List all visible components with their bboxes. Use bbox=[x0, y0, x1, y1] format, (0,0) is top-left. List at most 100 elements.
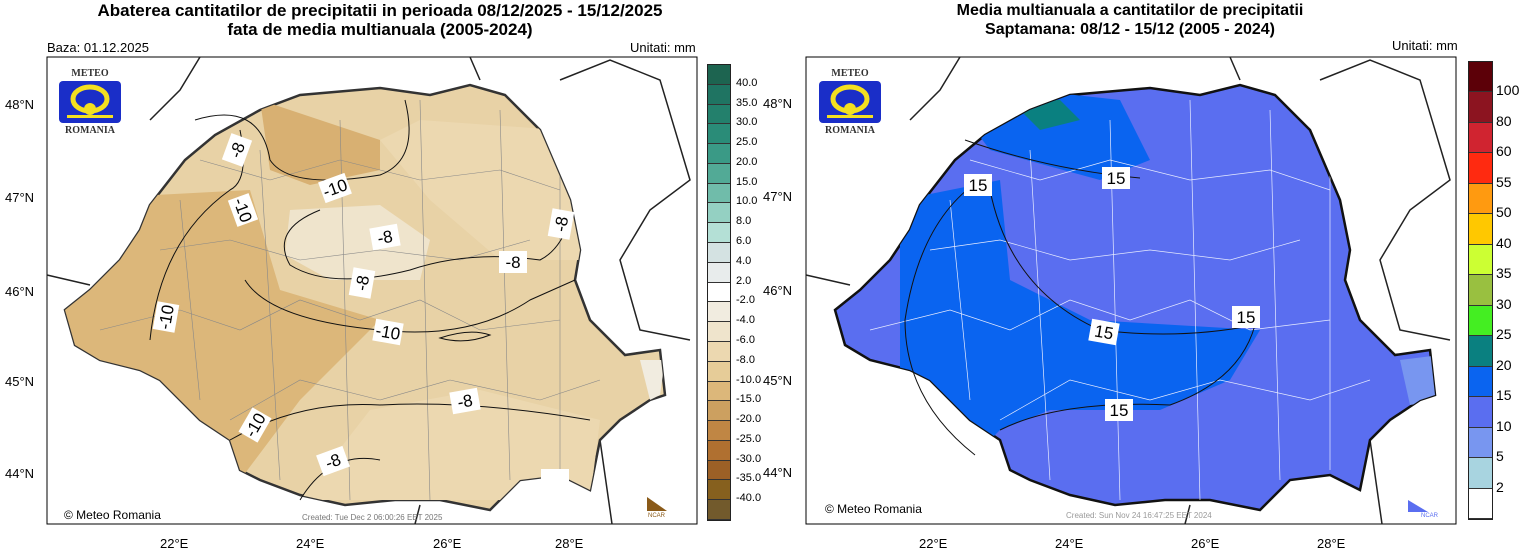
colorbar-tick-label: 35.0 bbox=[736, 96, 758, 109]
colorbar-tick-label: -2.0 bbox=[736, 294, 755, 307]
contour-label: -8 bbox=[499, 251, 527, 273]
colorbar-swatch bbox=[1469, 336, 1492, 367]
colorbar-swatch bbox=[708, 282, 730, 303]
colorbar-tick-label: 100 bbox=[1496, 82, 1520, 99]
contour-label: -8 bbox=[316, 445, 350, 477]
colorbar-tick-label: 30 bbox=[1496, 295, 1512, 312]
contour-label: 15 bbox=[1232, 306, 1260, 328]
left-country-borders bbox=[46, 56, 691, 525]
logo-emblem-icon bbox=[59, 81, 121, 123]
colorbar-swatch bbox=[708, 203, 730, 224]
colorbar-swatch bbox=[708, 243, 730, 263]
colorbar-tick-label: 15 bbox=[1496, 387, 1512, 404]
right-title-line1: Media multianuala a cantitatilor de prec… bbox=[956, 2, 1304, 19]
logo-text-top: METEO bbox=[831, 68, 869, 79]
logo-emblem-icon bbox=[819, 81, 881, 123]
contour-label: 15 bbox=[0, 0, 14, 11]
colorbar-swatch bbox=[1469, 244, 1492, 276]
left-title-line1: Abaterea cantitatilor de precipitatii in… bbox=[97, 1, 663, 20]
colorbar-tick-label: -4.0 bbox=[736, 314, 755, 327]
colorbar-swatch bbox=[708, 124, 730, 145]
colorbar-swatch bbox=[1469, 183, 1492, 215]
colorbar-swatch bbox=[708, 84, 730, 105]
colorbar-swatch bbox=[708, 144, 730, 164]
axis-label: 48°N bbox=[5, 97, 35, 112]
axis-label: 26°E bbox=[433, 536, 462, 551]
colorbar-tick-label: -6.0 bbox=[736, 333, 755, 346]
right-copyright: © Meteo Romania bbox=[825, 502, 922, 516]
colorbar-tick-label: 5 bbox=[1496, 448, 1504, 465]
colorbar-swatch bbox=[708, 361, 730, 382]
colorbar-tick-label: 2 bbox=[1496, 478, 1504, 495]
right-title-line2: Saptamana: 08/12 - 15/12 (2005 - 2024) bbox=[985, 21, 1275, 38]
contour-label: -8 bbox=[348, 267, 376, 299]
right-title: Media multianuala a cantitatilor de prec… bbox=[800, 1, 1460, 39]
left-copyright: © Meteo Romania bbox=[64, 508, 161, 522]
colorbar-swatch bbox=[1469, 62, 1492, 93]
colorbar-swatch bbox=[1469, 397, 1492, 428]
axis-label: 45°N bbox=[763, 373, 793, 388]
contour-label-text: -8 bbox=[456, 391, 474, 412]
right-country-borders bbox=[805, 56, 1451, 525]
contour-label: -8 bbox=[547, 208, 575, 240]
colorbar-tick-label: 2.0 bbox=[736, 274, 752, 287]
colorbar-swatch bbox=[708, 440, 730, 461]
colorbar-tick-label: 8.0 bbox=[736, 215, 752, 228]
colorbar-swatch bbox=[708, 104, 730, 125]
colorbar-tick-label: 40 bbox=[1496, 234, 1512, 251]
contour-label: -8 bbox=[221, 133, 253, 167]
right-units: Unitati: mm bbox=[1392, 38, 1458, 53]
colorbar-tick-label: 25.0 bbox=[736, 136, 758, 149]
colorbar-swatch bbox=[1469, 275, 1492, 306]
axis-label: 45°N bbox=[5, 374, 35, 389]
contour-label-text: -8 bbox=[352, 274, 373, 292]
axis-label: 46°N bbox=[763, 283, 793, 298]
contour-label: 15 bbox=[964, 174, 992, 196]
colorbar-tick-label: 80 bbox=[1496, 112, 1512, 129]
colorbar-swatch bbox=[708, 421, 730, 441]
left-created: Created: Tue Dec 2 06:00:26 EET 2025 bbox=[302, 513, 443, 522]
axis-label: 28°E bbox=[555, 536, 584, 551]
colorbar-tick-label: 35 bbox=[1496, 265, 1512, 282]
colorbar-swatch bbox=[708, 322, 730, 342]
colorbar-swatch bbox=[708, 302, 730, 323]
colorbar-tick-label: 20.0 bbox=[736, 155, 758, 168]
contour-label: -8 bbox=[449, 387, 481, 415]
left-ncar: NCAR bbox=[648, 513, 666, 519]
left-colorbar bbox=[707, 64, 731, 521]
left-units: Unitati: mm bbox=[630, 40, 696, 55]
contour-label-text: -8 bbox=[323, 450, 344, 473]
colorbar-swatch bbox=[1469, 427, 1492, 459]
colorbar-swatch bbox=[708, 223, 730, 244]
colorbar-tick-label: 60 bbox=[1496, 143, 1512, 160]
contour-label-text: -8 bbox=[376, 227, 394, 248]
left-title-line2: fata de media multianuala (2005-2024) bbox=[227, 20, 533, 39]
colorbar-tick-label: -25.0 bbox=[736, 432, 762, 445]
contour-label-text: -10 bbox=[155, 303, 178, 331]
axis-label: 22°E bbox=[919, 536, 948, 551]
colorbar-swatch bbox=[1469, 305, 1492, 337]
contour-label: -10 bbox=[372, 318, 404, 346]
axis-label: 46°N bbox=[5, 284, 35, 299]
colorbar-swatch bbox=[1469, 214, 1492, 245]
colorbar-tick-label: -15.0 bbox=[736, 393, 762, 406]
contour-labels: -8-10-10-8-8-8-8-10-10-10-8-8-8151515151… bbox=[0, 0, 1260, 477]
axis-label: 22°E bbox=[160, 536, 189, 551]
colorbar-swatch bbox=[708, 183, 730, 204]
colorbar-swatch bbox=[708, 480, 730, 501]
colorbar-tick-label: 30.0 bbox=[736, 116, 758, 129]
axis-label: 44°N bbox=[5, 466, 35, 481]
colorbar-swatch bbox=[708, 401, 730, 422]
axis-label: 26°E bbox=[1191, 536, 1220, 551]
contour-label-text: 15 bbox=[1107, 169, 1126, 188]
left-county-lines bbox=[99, 99, 601, 501]
colorbar-tick-label: -10.0 bbox=[736, 373, 762, 386]
right-colorbar bbox=[1468, 61, 1493, 520]
right-created: Created: Sun Nov 24 16:47:25 EET 2024 bbox=[1066, 511, 1212, 520]
logo-text-bottom: ROMANIA bbox=[825, 125, 875, 136]
colorbar-tick-label: -8.0 bbox=[736, 353, 755, 366]
colorbar-tick-label: 55 bbox=[1496, 173, 1512, 190]
logo-text-bottom: ROMANIA bbox=[65, 125, 115, 136]
axis-label: 24°E bbox=[1055, 536, 1084, 551]
